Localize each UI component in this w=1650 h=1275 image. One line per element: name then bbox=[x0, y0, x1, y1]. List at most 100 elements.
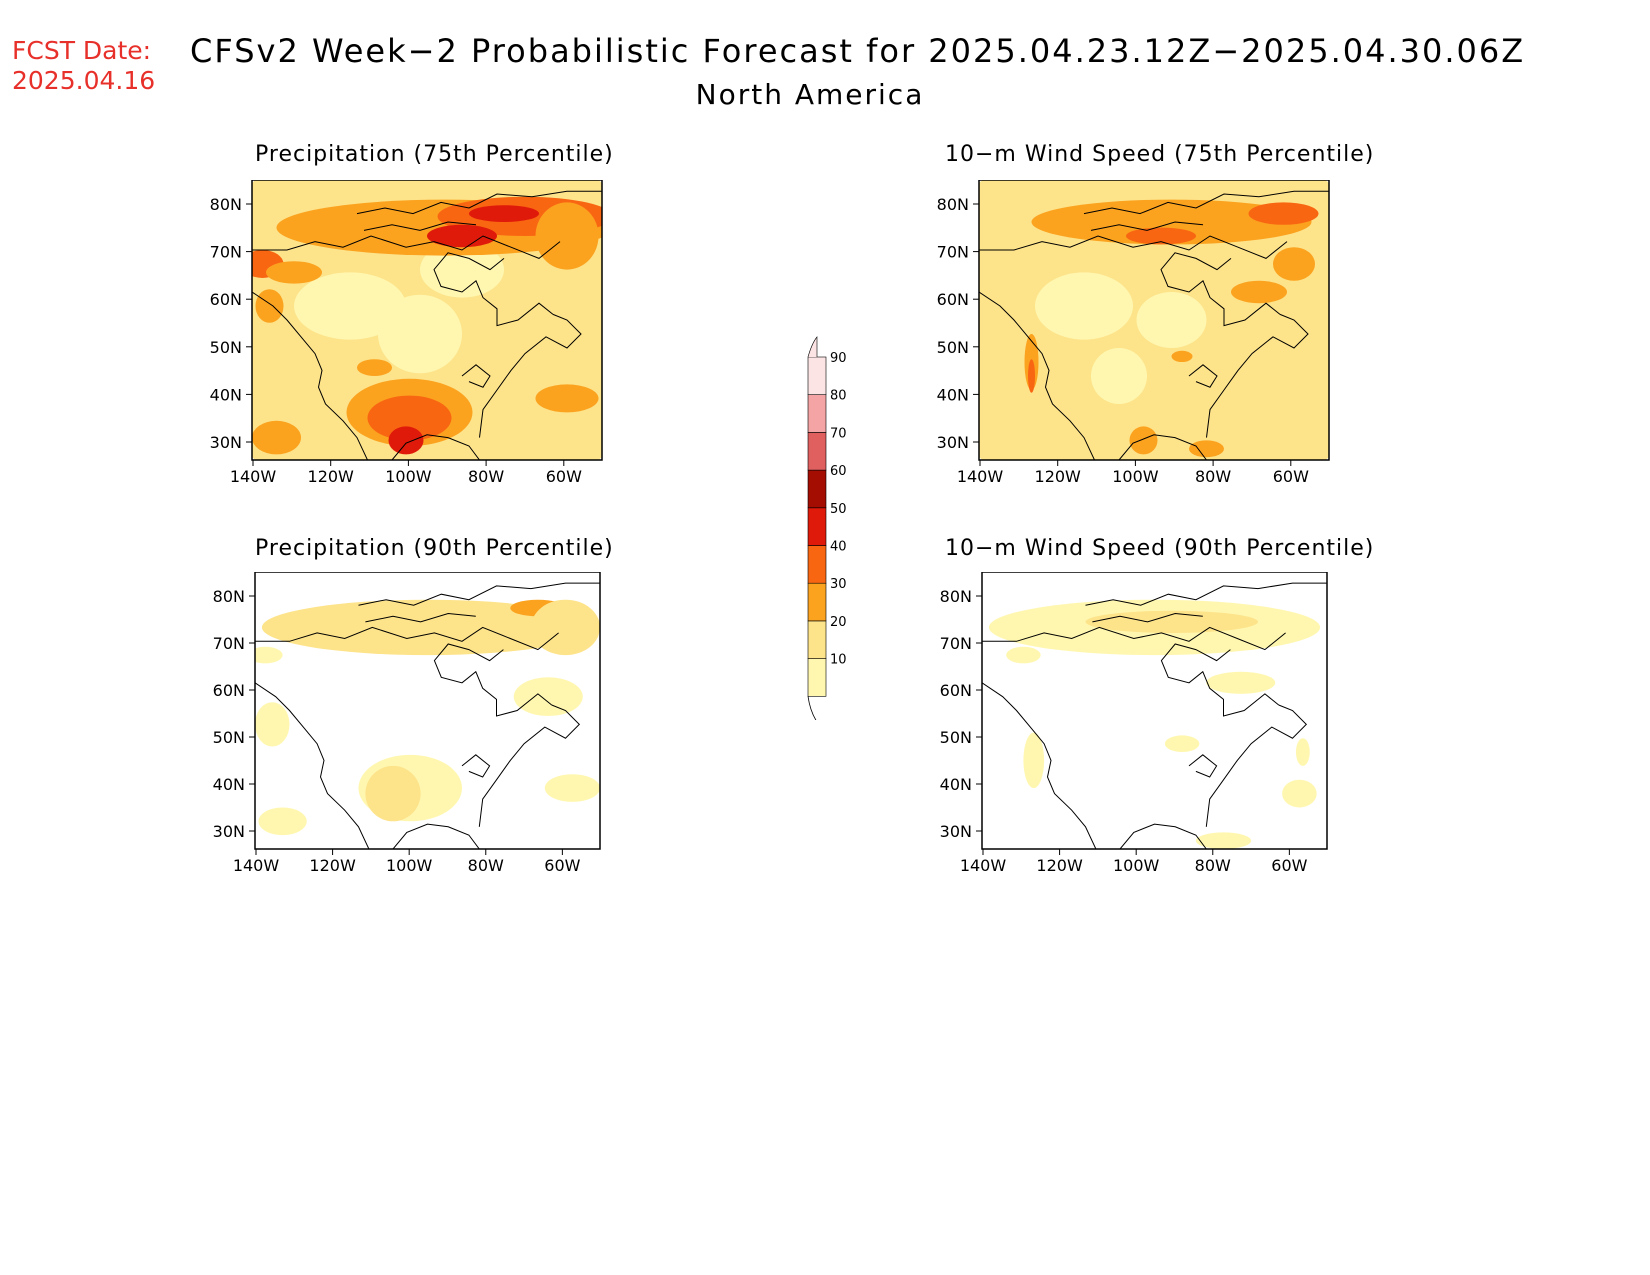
coastline bbox=[1092, 612, 1203, 623]
coastline bbox=[252, 291, 368, 460]
lon-label: 120W bbox=[308, 467, 355, 486]
probability-area bbox=[1035, 272, 1133, 340]
colorbar-tick-label: 10 bbox=[830, 653, 847, 668]
lat-label: 40N bbox=[937, 385, 969, 404]
probability-area bbox=[1129, 426, 1158, 455]
lon-label: 140W bbox=[960, 856, 1007, 875]
probability-area bbox=[255, 702, 290, 747]
colorbar-swatch bbox=[807, 582, 827, 622]
map-fill bbox=[255, 572, 600, 849]
probability-area bbox=[266, 261, 322, 284]
probability-area bbox=[258, 807, 307, 836]
colorbar-swatch bbox=[807, 545, 827, 584]
coastline bbox=[391, 434, 480, 460]
lat-label: 50N bbox=[213, 728, 245, 747]
colorbar-tick-label: 90 bbox=[830, 351, 847, 366]
probability-area bbox=[1091, 348, 1147, 404]
lon-label: 80W bbox=[1195, 467, 1231, 486]
lat-label: 40N bbox=[940, 775, 972, 794]
lat-label: 30N bbox=[937, 433, 969, 452]
coastline bbox=[356, 190, 602, 215]
lon-label: 100W bbox=[1112, 467, 1159, 486]
coastline bbox=[461, 754, 491, 778]
panel-title-wind90: 10−m Wind Speed (90th Percentile) bbox=[945, 536, 1375, 561]
probability-area bbox=[365, 765, 421, 822]
coastline bbox=[1205, 704, 1308, 827]
probability-area bbox=[255, 646, 283, 664]
coastline bbox=[461, 364, 491, 388]
lon-label: 80W bbox=[468, 467, 504, 486]
lat-label: 50N bbox=[210, 338, 242, 357]
probability-area bbox=[1126, 227, 1196, 245]
probability-area bbox=[1231, 280, 1287, 304]
coastline bbox=[358, 582, 600, 606]
colorbar-tick-label: 50 bbox=[830, 502, 847, 517]
lat-label: 60N bbox=[213, 681, 245, 700]
colorbar-swatch bbox=[807, 394, 827, 433]
coastline bbox=[392, 823, 480, 849]
coastline bbox=[1206, 313, 1309, 438]
lat-label: 80N bbox=[210, 195, 242, 214]
lon-label: 140W bbox=[230, 467, 277, 486]
probability-area bbox=[1195, 832, 1252, 849]
colorbar-tick-label: 40 bbox=[830, 540, 847, 555]
coastline bbox=[363, 221, 477, 231]
probability-area bbox=[535, 384, 599, 413]
page-subtitle: North America bbox=[695, 78, 925, 111]
colorbar-tick-label: 70 bbox=[830, 426, 847, 441]
lat-label: 80N bbox=[937, 195, 969, 214]
panel-title-precip90: Precipitation (90th Percentile) bbox=[255, 536, 614, 561]
lat-label: 80N bbox=[213, 587, 245, 606]
coastline bbox=[433, 252, 554, 327]
probability-area bbox=[420, 241, 504, 298]
coastline bbox=[1188, 364, 1218, 388]
lat-label: 60N bbox=[937, 290, 969, 309]
lat-label: 70N bbox=[937, 243, 969, 262]
coastline bbox=[1083, 190, 1329, 215]
fcst-date-value: 2025.04.16 bbox=[12, 66, 156, 95]
lon-label: 60W bbox=[1271, 856, 1307, 875]
probability-area bbox=[357, 359, 392, 376]
probability-area bbox=[427, 224, 497, 248]
colorbar-tick-label: 80 bbox=[830, 389, 847, 404]
map-fill bbox=[979, 180, 1329, 460]
coastline bbox=[1119, 823, 1207, 849]
map-panel-wind90: 80N 70N 60N 50N 40N 30N 140W 120W 100W 80W 60W bbox=[940, 572, 1328, 875]
map-panel-wind75: 80N 70N 60N 50N 40N 30N 140W 120W 100W 80W 60W bbox=[937, 180, 1330, 486]
coastline bbox=[255, 682, 370, 849]
coastline bbox=[365, 612, 476, 623]
lon-label: 60W bbox=[1273, 467, 1309, 486]
probability-area bbox=[1006, 646, 1041, 664]
lat-label: 40N bbox=[213, 775, 245, 794]
probability-area bbox=[1282, 779, 1317, 808]
lon-label: 100W bbox=[386, 856, 433, 875]
lat-label: 50N bbox=[940, 728, 972, 747]
map-frame bbox=[978, 180, 1330, 461]
probability-area bbox=[255, 289, 284, 323]
probability-area bbox=[1031, 199, 1312, 245]
probability-area bbox=[1295, 738, 1310, 766]
coastline bbox=[478, 704, 581, 827]
colorbar-end-top bbox=[807, 336, 818, 358]
probability-area bbox=[1171, 350, 1193, 362]
map-fill bbox=[982, 572, 1327, 849]
probability-area bbox=[469, 205, 539, 222]
colorbar-tick-label: 60 bbox=[830, 464, 847, 479]
map-fill bbox=[252, 180, 602, 460]
probability-area bbox=[1206, 671, 1276, 694]
map-frame bbox=[254, 572, 601, 850]
colorbar-tick-label: 30 bbox=[830, 577, 847, 592]
probability-area bbox=[358, 621, 497, 645]
probability-area bbox=[535, 202, 599, 270]
fcst-label: FCST Date: bbox=[12, 36, 152, 65]
coastline bbox=[1085, 582, 1327, 606]
lon-label: 60W bbox=[546, 467, 582, 486]
lon-label: 80W bbox=[1195, 856, 1231, 875]
probability-area bbox=[1273, 247, 1315, 281]
coastline bbox=[1118, 434, 1207, 460]
lon-label: 140W bbox=[233, 856, 280, 875]
probability-area bbox=[1136, 292, 1207, 348]
lat-label: 30N bbox=[210, 433, 242, 452]
lon-label: 80W bbox=[468, 856, 504, 875]
coastline bbox=[982, 626, 1286, 651]
